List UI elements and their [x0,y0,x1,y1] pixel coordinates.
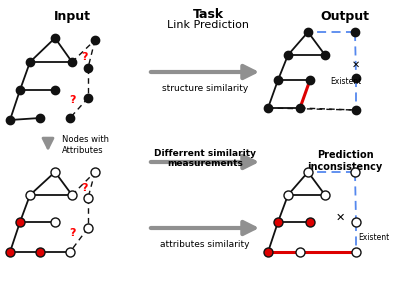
Text: attributes similarity: attributes similarity [160,240,250,249]
Text: Nodes with
Attributes: Nodes with Attributes [62,135,109,155]
Text: structure similarity: structure similarity [162,84,248,93]
Text: Existent: Existent [358,233,389,243]
Text: Input: Input [54,10,91,23]
Text: ?: ? [81,183,87,193]
Text: Output: Output [320,10,369,23]
Text: ?: ? [69,228,75,238]
Text: Prediction
inconsistency: Prediction inconsistency [307,150,383,172]
Text: Task: Task [193,8,223,21]
Text: Link Prediction: Link Prediction [167,20,249,30]
Text: ?: ? [81,52,87,62]
Text: Differrent similarity
measurements: Differrent similarity measurements [154,149,256,168]
Text: ✕: ✕ [352,60,360,70]
Text: ✕: ✕ [335,213,345,223]
Text: Existent: Existent [330,78,361,87]
Text: ?: ? [69,95,75,105]
